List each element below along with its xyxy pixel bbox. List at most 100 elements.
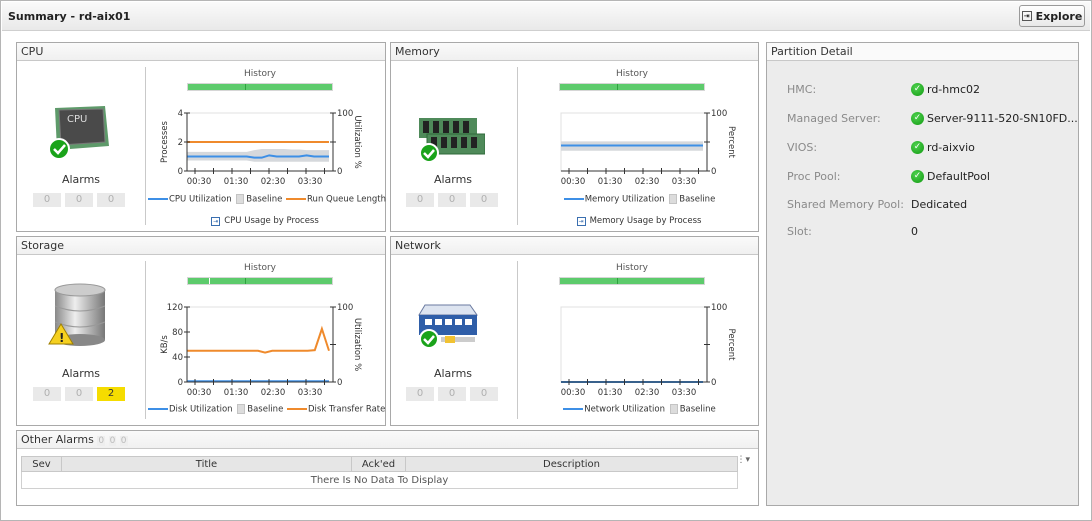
divider [517, 67, 518, 225]
right-tick-label: 0 [711, 167, 716, 177]
divider [145, 67, 146, 225]
partition-value[interactable]: ✓ rd-hmc02 [911, 83, 980, 96]
history-bar[interactable] [187, 83, 333, 91]
explore-icon: ⇥ [1021, 11, 1032, 21]
alarms-label: Alarms [61, 173, 101, 186]
right-axis-label: Percent [726, 126, 736, 159]
left-tick-label: 4 [178, 109, 183, 119]
alarms-table: Sev Title Ack'ed Description There Is No… [21, 456, 738, 489]
alarm-count-fatal[interactable]: 0 [470, 193, 498, 207]
panel-title: Storage [17, 237, 385, 255]
left-tick-label: 2 [178, 138, 183, 148]
x-tick-label: 03:30 [672, 177, 697, 187]
x-tick-label: 00:30 [561, 177, 586, 187]
right-tick-label: 0 [337, 378, 342, 388]
storage-chart: 00:30 01:30 02:30 03:30 0 40 80 120 KB/s 0 100 Util… [160, 303, 362, 398]
legend-baseline: Baseline [679, 194, 716, 205]
alarm-count-fatal[interactable]: 0 [470, 387, 498, 401]
partition-value: Dedicated [911, 198, 968, 211]
left-tick-label: 0 [178, 378, 183, 388]
partition-value[interactable]: ✓ DefaultPool [911, 170, 990, 183]
chart-legend: CPU Utilization Baseline Run Queue Lengt… [147, 194, 386, 205]
divider [517, 261, 518, 419]
alarm-count-fatal[interactable]: 0 [97, 193, 125, 207]
partition-label: HMC: [787, 83, 817, 96]
status-ok-icon: ✓ [911, 141, 924, 154]
network-switch-icon[interactable] [415, 287, 485, 352]
column-chooser-icon[interactable]: ⋮▾ [736, 455, 750, 465]
cpu-chip-icon[interactable]: CPU [47, 98, 117, 163]
memory-chart: 00:30 01:30 02:30 03:30 0 100 Percent [560, 109, 736, 187]
partition-label: Proc Pool: [787, 170, 841, 183]
explore-button[interactable]: ⇥ Explore [1019, 5, 1085, 27]
column-description[interactable]: Description [405, 456, 738, 472]
history-label: History [615, 69, 649, 79]
alarm-count-fatal[interactable]: 2 [97, 387, 125, 401]
alarm-count-critical[interactable]: 0 [406, 387, 434, 401]
right-tick-label: 100 [337, 109, 353, 119]
other-alarm-count[interactable]: 0 [97, 436, 106, 446]
left-tick-label: 80 [172, 328, 183, 338]
partition-value[interactable]: ✓ Server-9111-520-SN10FD... [911, 112, 1078, 125]
history-label: History [243, 69, 277, 79]
left-tick-label: 0 [178, 167, 183, 177]
memory-modules-icon[interactable] [415, 98, 485, 163]
right-tick-label: 0 [337, 167, 342, 177]
memory-panel: Memory Alarms 0 0 0 History 00:30 01:30 02… [390, 42, 759, 232]
left-axis-label: KB/s [160, 335, 170, 354]
x-tick-label: 01:30 [598, 388, 623, 398]
chart-legend: Network Utilization Baseline [521, 404, 757, 415]
series-cpu-utilization [187, 154, 329, 159]
alarms-label: Alarms [433, 367, 473, 380]
column-title[interactable]: Title [61, 456, 352, 472]
history-bar[interactable] [559, 83, 705, 91]
x-tick-label: 02:30 [261, 388, 286, 398]
cpu-usage-by-process-link[interactable]: ⇥ CPU Usage by Process [211, 216, 319, 226]
right-tick-label: 100 [337, 303, 353, 313]
alarm-count-critical[interactable]: 0 [33, 193, 61, 207]
panel-title: Memory [391, 43, 758, 61]
partition-label: Managed Server: [787, 112, 881, 125]
series-disk-transfer-rate [187, 325, 330, 354]
legend-run-queue: Run Queue Length [307, 194, 386, 205]
right-axis-label: Percent [726, 329, 736, 362]
column-sev[interactable]: Sev [21, 456, 62, 472]
storage-panel: Storage ! Alarms 0 0 2 History 00:30 01:3… [16, 236, 386, 426]
left-tick-label: 40 [172, 353, 183, 363]
alarm-count-warning[interactable]: 0 [65, 193, 93, 207]
chart-legend: Disk Utilization Baseline Disk Transfer … [147, 404, 385, 415]
network-panel: Network Alarms 0 0 0 History 00:30 01:30 0… [390, 236, 759, 426]
empty-message: There Is No Data To Display [21, 471, 738, 489]
partition-label: Shared Memory Pool: [787, 198, 904, 211]
memory-usage-by-process-link[interactable]: ⇥ Memory Usage by Process [576, 216, 702, 226]
alarm-count-warning[interactable]: 0 [438, 193, 466, 207]
network-chart: 00:30 01:30 02:30 03:30 0 100 Percent [560, 303, 736, 398]
page-title: Summary - rd-aix01 [8, 10, 131, 23]
other-alarm-count[interactable]: 0 [108, 436, 117, 446]
panel-title: CPU [17, 43, 385, 61]
right-axis-label: Utilization % [352, 318, 362, 371]
history-bar[interactable] [559, 277, 705, 285]
alarm-count-critical[interactable]: 0 [406, 193, 434, 207]
right-tick-label: 100 [711, 109, 727, 119]
alarm-count-warning[interactable]: 0 [65, 387, 93, 401]
x-tick-label: 01:30 [224, 388, 249, 398]
partition-label: Slot: [787, 225, 812, 238]
legend-baseline: Baseline [247, 404, 284, 415]
legend-network-utilization: Network Utilization [584, 404, 666, 415]
alarm-count-critical[interactable]: 0 [33, 387, 61, 401]
svg-text:!: ! [59, 331, 64, 345]
panel-title: Other Alarms 0 0 0 [17, 431, 758, 449]
status-ok-icon: ✓ [911, 170, 924, 183]
x-tick-label: 00:30 [561, 388, 586, 398]
x-tick-label: 02:30 [635, 388, 660, 398]
history-bar[interactable] [187, 277, 333, 285]
partition-value[interactable]: ✓ rd-aixvio [911, 141, 975, 154]
alarms-label: Alarms [433, 173, 473, 186]
alarm-count-warning[interactable]: 0 [438, 387, 466, 401]
column-acked[interactable]: Ack'ed [351, 456, 406, 472]
database-icon[interactable]: ! [47, 282, 117, 347]
legend-baseline: Baseline [679, 404, 716, 415]
other-alarm-count[interactable]: 0 [119, 436, 128, 446]
divider [145, 261, 146, 419]
